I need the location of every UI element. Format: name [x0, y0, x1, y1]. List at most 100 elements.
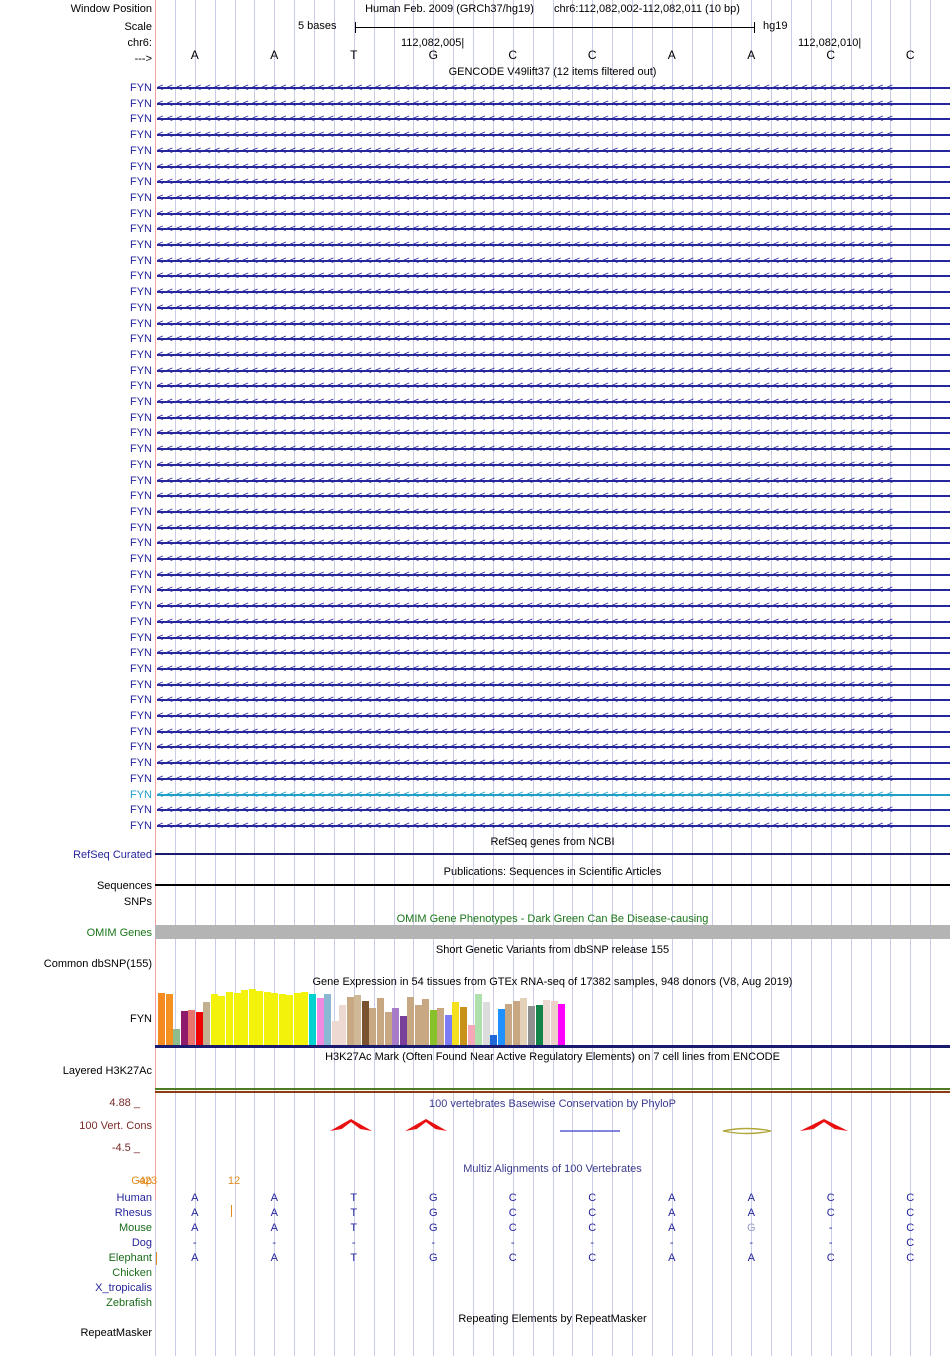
gene-row-feature[interactable]: <<<<<<<<<<<<<<<<<<<<<<<<<<<<<<<<<<<<<<<<… [157, 96, 950, 112]
gtex-tissue-bar[interactable] [225, 992, 233, 1045]
gene-row-feature[interactable]: <<<<<<<<<<<<<<<<<<<<<<<<<<<<<<<<<<<<<<<<… [157, 253, 950, 269]
gtex-tissue-bar[interactable] [316, 998, 324, 1045]
gene-row-label[interactable]: FYN [130, 725, 152, 738]
gene-row-label[interactable]: FYN [130, 176, 152, 189]
gene-row-label[interactable]: FYN [130, 160, 152, 173]
gene-row-label[interactable]: FYN [130, 113, 152, 126]
gtex-tissue-bar[interactable] [278, 994, 286, 1045]
gene-row-feature[interactable]: <<<<<<<<<<<<<<<<<<<<<<<<<<<<<<<<<<<<<<<<… [157, 645, 950, 661]
gene-row-feature[interactable]: <<<<<<<<<<<<<<<<<<<<<<<<<<<<<<<<<<<<<<<<… [157, 363, 950, 379]
gtex-tissue-bar[interactable] [293, 993, 301, 1045]
gene-row-label[interactable]: FYN [130, 819, 152, 832]
gtex-tissue-bar[interactable] [452, 1002, 460, 1045]
gene-row-label[interactable]: FYN [130, 301, 152, 314]
gene-row-feature[interactable]: <<<<<<<<<<<<<<<<<<<<<<<<<<<<<<<<<<<<<<<<… [157, 190, 950, 206]
gene-row-label[interactable]: FYN [130, 82, 152, 94]
gene-row-label[interactable]: FYN [130, 631, 152, 644]
gtex-tissue-bar[interactable] [195, 1012, 203, 1045]
gtex-tissue-bar[interactable] [429, 1010, 437, 1045]
gene-row-label[interactable]: FYN [130, 97, 152, 110]
gene-row-label[interactable]: FYN [130, 568, 152, 581]
gtex-tissue-bar[interactable] [505, 1004, 513, 1045]
gene-row-label[interactable]: FYN [130, 348, 152, 361]
species-label[interactable]: Mouse [118, 1222, 152, 1234]
gene-row-feature[interactable]: <<<<<<<<<<<<<<<<<<<<<<<<<<<<<<<<<<<<<<<<… [157, 488, 950, 504]
gene-row-label[interactable]: FYN [130, 396, 152, 408]
gtex-tissue-bar[interactable] [543, 1000, 551, 1045]
gene-row-label[interactable]: FYN [130, 553, 152, 565]
gtex-tissue-bar[interactable] [233, 993, 241, 1045]
gene-row-label[interactable]: FYN [130, 772, 152, 785]
gtex-gene-label[interactable]: FYN [130, 1013, 152, 1025]
gene-row-feature[interactable]: <<<<<<<<<<<<<<<<<<<<<<<<<<<<<<<<<<<<<<<<… [157, 127, 950, 143]
gene-row-feature[interactable]: <<<<<<<<<<<<<<<<<<<<<<<<<<<<<<<<<<<<<<<<… [157, 724, 950, 740]
gene-row-feature[interactable]: <<<<<<<<<<<<<<<<<<<<<<<<<<<<<<<<<<<<<<<<… [157, 661, 950, 677]
gene-row-label[interactable]: FYN [130, 427, 152, 440]
gene-row-label[interactable]: FYN [130, 333, 152, 346]
gene-row-feature[interactable]: <<<<<<<<<<<<<<<<<<<<<<<<<<<<<<<<<<<<<<<<… [157, 818, 950, 834]
gene-row-label[interactable]: FYN [130, 270, 152, 283]
gtex-tissue-bar[interactable] [286, 995, 294, 1045]
gtex-tissue-bar[interactable] [490, 1035, 498, 1045]
gene-row-feature[interactable]: <<<<<<<<<<<<<<<<<<<<<<<<<<<<<<<<<<<<<<<<… [157, 284, 950, 300]
gtex-tissue-bar[interactable] [346, 997, 354, 1045]
gene-row-feature[interactable]: <<<<<<<<<<<<<<<<<<<<<<<<<<<<<<<<<<<<<<<<… [157, 268, 950, 284]
gene-row-label[interactable]: FYN [130, 757, 152, 770]
gene-row-feature[interactable]: <<<<<<<<<<<<<<<<<<<<<<<<<<<<<<<<<<<<<<<<… [157, 237, 950, 253]
species-label[interactable]: Human [116, 1192, 152, 1204]
gene-row-label[interactable]: FYN [130, 678, 152, 691]
gtex-tissue-bar[interactable] [376, 998, 384, 1045]
gene-row-label[interactable]: FYN [130, 804, 152, 817]
gene-row-label[interactable]: FYN [130, 741, 152, 754]
gene-row-feature[interactable]: <<<<<<<<<<<<<<<<<<<<<<<<<<<<<<<<<<<<<<<<… [157, 708, 950, 724]
gtex-tissue-bar[interactable] [188, 1010, 196, 1045]
gene-row-label[interactable]: FYN [130, 129, 152, 142]
common-dbsnp-label[interactable]: Common dbSNP(155) [43, 958, 152, 970]
gene-row-feature[interactable]: <<<<<<<<<<<<<<<<<<<<<<<<<<<<<<<<<<<<<<<<… [157, 111, 950, 127]
gene-row-feature[interactable]: <<<<<<<<<<<<<<<<<<<<<<<<<<<<<<<<<<<<<<<<… [157, 787, 950, 803]
gene-row-feature[interactable]: <<<<<<<<<<<<<<<<<<<<<<<<<<<<<<<<<<<<<<<<… [157, 582, 950, 598]
gtex-tissue-bar[interactable] [339, 1005, 347, 1045]
gtex-tissue-bar[interactable] [210, 994, 218, 1045]
gene-row-label[interactable]: FYN [130, 191, 152, 204]
gtex-tissue-bar[interactable] [467, 1025, 475, 1045]
gene-row-feature[interactable]: <<<<<<<<<<<<<<<<<<<<<<<<<<<<<<<<<<<<<<<<… [157, 614, 950, 630]
gtex-tissue-bar[interactable] [203, 1002, 211, 1045]
gene-row-feature[interactable]: <<<<<<<<<<<<<<<<<<<<<<<<<<<<<<<<<<<<<<<<… [157, 567, 950, 583]
gene-row-label[interactable]: FYN [130, 223, 152, 236]
gene-row-feature[interactable]: <<<<<<<<<<<<<<<<<<<<<<<<<<<<<<<<<<<<<<<<… [157, 174, 950, 190]
species-label[interactable]: Chicken [112, 1267, 152, 1279]
gene-row-label[interactable]: FYN [130, 662, 152, 675]
species-label[interactable]: Rhesus [114, 1207, 152, 1219]
gtex-tissue-bar[interactable] [399, 1016, 407, 1045]
gtex-tissue-bar[interactable] [180, 1011, 188, 1045]
gene-row-feature[interactable]: <<<<<<<<<<<<<<<<<<<<<<<<<<<<<<<<<<<<<<<<… [157, 221, 950, 237]
gene-row-label[interactable]: FYN [130, 286, 152, 299]
gene-row-label[interactable]: FYN [130, 537, 152, 550]
gene-row-label[interactable]: FYN [130, 600, 152, 613]
gtex-tissue-bar[interactable] [173, 1029, 181, 1045]
sequences-label[interactable]: Sequences [96, 880, 152, 892]
species-label[interactable]: Zebrafish [106, 1297, 152, 1309]
gene-row-label[interactable]: FYN [130, 647, 152, 660]
gtex-tissue-bar[interactable] [301, 992, 309, 1045]
species-label[interactable]: X_tropicalis [95, 1282, 152, 1294]
gene-row-label[interactable]: FYN [130, 443, 152, 456]
gtex-tissue-bar[interactable] [271, 993, 279, 1045]
gene-row-feature[interactable]: <<<<<<<<<<<<<<<<<<<<<<<<<<<<<<<<<<<<<<<<… [157, 441, 950, 457]
gtex-tissue-bar[interactable] [165, 994, 173, 1045]
gene-row-feature[interactable]: <<<<<<<<<<<<<<<<<<<<<<<<<<<<<<<<<<<<<<<<… [157, 394, 950, 410]
conservation-label[interactable]: 100 Vert. Cons [79, 1120, 152, 1132]
gtex-tissue-bar[interactable] [256, 991, 264, 1045]
gtex-tissue-bar[interactable] [407, 997, 415, 1045]
gene-row-feature[interactable]: <<<<<<<<<<<<<<<<<<<<<<<<<<<<<<<<<<<<<<<<… [157, 739, 950, 755]
gene-row-feature[interactable]: <<<<<<<<<<<<<<<<<<<<<<<<<<<<<<<<<<<<<<<<… [157, 159, 950, 175]
gtex-tissue-bar[interactable] [392, 1008, 400, 1045]
gtex-tissue-bar[interactable] [158, 993, 165, 1045]
gene-row-label[interactable]: FYN [130, 505, 152, 518]
gtex-tissue-bar[interactable] [309, 994, 316, 1045]
gtex-tissue-bar[interactable] [241, 990, 249, 1045]
gene-row-feature[interactable]: <<<<<<<<<<<<<<<<<<<<<<<<<<<<<<<<<<<<<<<<… [157, 410, 950, 426]
gene-row-feature[interactable]: <<<<<<<<<<<<<<<<<<<<<<<<<<<<<<<<<<<<<<<<… [157, 457, 950, 473]
gtex-tissue-bar[interactable] [331, 1021, 339, 1045]
